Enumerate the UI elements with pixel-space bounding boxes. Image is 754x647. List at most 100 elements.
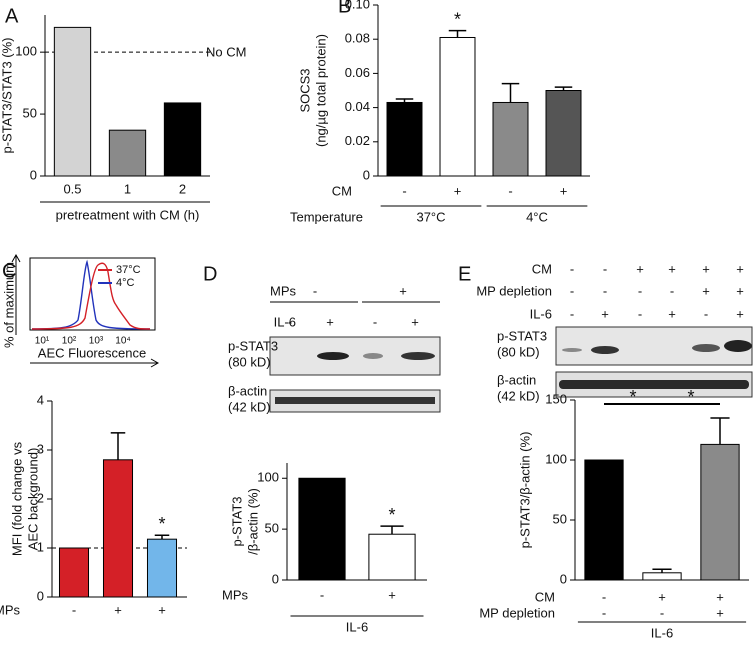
condition-label: IL-6 [530,306,552,321]
condition-value: - [373,314,377,329]
significance-mark: * [454,9,461,29]
bar [545,90,582,177]
histogram-curve [31,259,151,330]
band-label: (42 kD) [228,399,271,414]
condition-value: - [660,605,664,620]
significance-mark: * [388,505,395,525]
bar [53,26,92,177]
condition-value: - [72,602,76,617]
panel-letter: B [338,0,351,17]
condition-value: - [570,261,574,276]
blot [555,326,753,366]
bar [386,101,423,177]
reference-label: No CM [206,45,246,60]
group-label: 37°C [416,209,445,224]
bar [584,459,624,581]
y-tick-label: 0.08 [345,31,370,46]
bar [642,572,682,581]
blot-band [724,340,752,352]
x-tick-label: 10³ [89,336,104,347]
panel-letter: E [458,263,471,285]
group-label: IL-6 [346,619,368,634]
condition-value: + [560,183,568,198]
bar [439,36,476,177]
condition-value: + [454,183,462,198]
bar [368,533,416,581]
condition-value: - [402,183,406,198]
condition-value: + [716,605,724,620]
condition-value: - [704,306,708,321]
condition-value: - [638,283,642,298]
condition-value: + [668,261,676,276]
condition-value: + [411,314,419,329]
condition-value: + [716,589,724,604]
condition-label: MP depletion [479,605,555,620]
y-tick-label: 50 [265,521,279,536]
condition-value: + [736,261,744,276]
condition-value: - [508,183,512,198]
condition-value: + [158,602,166,617]
axis-label: MFI (fold change vs [9,441,24,556]
bar [298,477,346,581]
axis-label: (ng/µg total protein) [313,34,328,147]
y-tick-label: 4 [37,392,44,407]
y-tick-label: 100 [15,44,37,59]
blot-band [559,380,749,389]
x-tick-label: 1 [124,181,131,196]
y-tick-label: 0 [272,571,279,586]
group-label: IL-6 [651,625,673,640]
bar [58,547,90,598]
y-tick-label: 0.04 [345,99,370,114]
band-label: p-STAT3 [497,328,547,343]
axis-label: % of maximum [1,262,16,348]
axis-arrow [150,358,160,368]
condition-value: - [313,283,317,298]
condition-value: + [326,314,334,329]
panel-letter: C [2,260,16,282]
condition-label: CM [532,261,552,276]
condition-value: - [288,314,292,329]
condition-value: + [702,283,710,298]
panel-letter: D [203,263,217,285]
condition-label: CM [535,589,555,604]
condition-value: - [603,261,607,276]
histogram-curve [31,262,151,330]
condition-value: - [570,306,574,321]
blot-band [401,352,435,360]
condition-value: - [603,283,607,298]
blot-band [363,353,383,359]
y-tick-label: 3 [37,441,44,456]
bar [492,101,529,177]
y-tick-label: 0.06 [345,65,370,80]
condition-value: + [636,261,644,276]
condition-label: MPs [0,602,21,617]
axis-label: p-STAT3 [229,496,244,546]
x-tick-label: 10¹ [35,336,50,347]
y-tick-label: 100 [545,451,567,466]
condition-value: + [658,589,666,604]
axis-label: p-STAT3/STAT3 (%) [0,37,14,153]
condition-value: - [320,587,324,602]
significance-mark: * [687,387,694,407]
band-label: β-actin [497,372,536,387]
condition-value: + [736,306,744,321]
group-title: Temperature [290,209,363,224]
axis-label: /β-actin (%) [245,488,260,555]
condition-value: + [736,283,744,298]
condition-value: - [602,589,606,604]
condition-value: - [602,605,606,620]
x-tick-label: 0.5 [63,181,81,196]
axis-label: p-STAT3/β-actin (%) [517,432,532,549]
group-label: 4°C [526,209,548,224]
condition-value: + [399,283,407,298]
bar [146,538,178,598]
condition-value: + [601,306,609,321]
axis-label: pretreatment with CM (h) [56,207,200,222]
blot-band [692,344,720,352]
y-tick-label: 0.10 [345,0,370,11]
y-tick-label: 100 [257,470,279,485]
significance-mark: * [629,387,636,407]
y-tick-label: 0 [560,571,567,586]
x-tick-label: 10² [62,336,77,347]
